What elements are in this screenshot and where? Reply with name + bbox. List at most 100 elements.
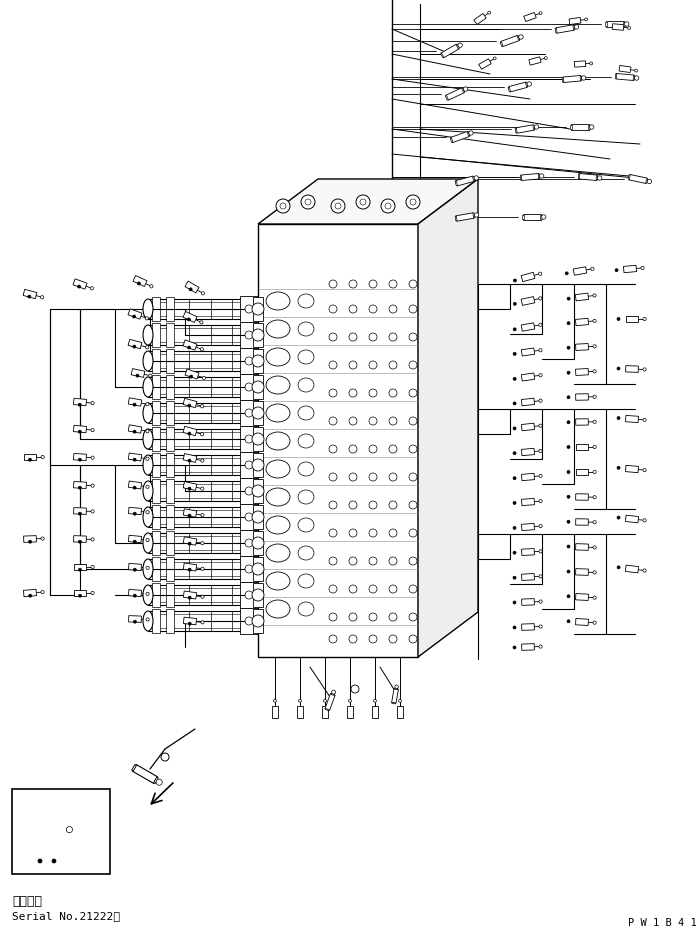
Circle shape bbox=[635, 70, 638, 73]
Polygon shape bbox=[522, 216, 523, 220]
Circle shape bbox=[647, 180, 651, 184]
Circle shape bbox=[567, 595, 570, 598]
Polygon shape bbox=[628, 175, 647, 184]
Polygon shape bbox=[576, 619, 588, 626]
Circle shape bbox=[252, 460, 264, 472]
Bar bbox=[148, 377, 258, 398]
Bar bbox=[152, 349, 160, 374]
Circle shape bbox=[329, 502, 337, 510]
Bar bbox=[166, 531, 174, 555]
Circle shape bbox=[369, 614, 377, 621]
Polygon shape bbox=[626, 465, 638, 473]
Polygon shape bbox=[397, 706, 403, 717]
Ellipse shape bbox=[143, 455, 153, 476]
Bar bbox=[152, 453, 160, 477]
Polygon shape bbox=[520, 176, 522, 181]
Circle shape bbox=[146, 458, 149, 461]
Bar bbox=[166, 375, 174, 400]
Circle shape bbox=[245, 436, 253, 443]
Circle shape bbox=[567, 421, 570, 425]
Polygon shape bbox=[24, 536, 36, 543]
Circle shape bbox=[360, 200, 366, 206]
Circle shape bbox=[539, 349, 542, 352]
Circle shape bbox=[527, 83, 532, 87]
Circle shape bbox=[145, 430, 149, 433]
Circle shape bbox=[329, 474, 337, 481]
Circle shape bbox=[79, 513, 81, 515]
Polygon shape bbox=[183, 312, 197, 324]
Circle shape bbox=[513, 477, 516, 480]
Polygon shape bbox=[521, 349, 535, 357]
Circle shape bbox=[29, 459, 31, 462]
Polygon shape bbox=[606, 22, 624, 28]
Circle shape bbox=[593, 421, 596, 424]
Circle shape bbox=[567, 521, 570, 524]
Bar bbox=[152, 609, 160, 633]
Bar bbox=[148, 611, 258, 631]
Circle shape bbox=[133, 540, 136, 543]
Circle shape bbox=[409, 362, 417, 370]
Polygon shape bbox=[626, 416, 638, 423]
Circle shape bbox=[369, 389, 377, 398]
Polygon shape bbox=[624, 266, 637, 273]
Polygon shape bbox=[521, 599, 535, 605]
Bar bbox=[253, 375, 263, 400]
Text: P W 1 B 4 1 5: P W 1 B 4 1 5 bbox=[628, 917, 696, 927]
Circle shape bbox=[201, 292, 205, 296]
Ellipse shape bbox=[298, 603, 314, 616]
Circle shape bbox=[539, 13, 542, 16]
Circle shape bbox=[188, 488, 191, 490]
Circle shape bbox=[200, 488, 204, 490]
Circle shape bbox=[409, 529, 417, 538]
Circle shape bbox=[369, 557, 377, 565]
Circle shape bbox=[245, 565, 253, 574]
Circle shape bbox=[200, 405, 204, 409]
Circle shape bbox=[567, 471, 570, 474]
Circle shape bbox=[539, 174, 544, 179]
Bar bbox=[148, 325, 258, 346]
Circle shape bbox=[329, 585, 337, 593]
Circle shape bbox=[276, 200, 290, 214]
Circle shape bbox=[252, 590, 264, 602]
Circle shape bbox=[597, 177, 602, 181]
Polygon shape bbox=[521, 644, 535, 651]
Polygon shape bbox=[185, 282, 199, 294]
Bar bbox=[253, 453, 263, 477]
Circle shape bbox=[133, 346, 136, 349]
Circle shape bbox=[146, 539, 149, 542]
Ellipse shape bbox=[143, 429, 153, 450]
Circle shape bbox=[349, 529, 357, 538]
Circle shape bbox=[643, 318, 646, 322]
Circle shape bbox=[624, 23, 629, 27]
Circle shape bbox=[369, 281, 377, 288]
Polygon shape bbox=[322, 706, 328, 717]
Polygon shape bbox=[128, 453, 142, 462]
Polygon shape bbox=[132, 765, 158, 784]
Polygon shape bbox=[297, 706, 303, 717]
Circle shape bbox=[593, 320, 596, 324]
Circle shape bbox=[643, 469, 646, 472]
Polygon shape bbox=[576, 294, 589, 301]
Polygon shape bbox=[500, 43, 503, 47]
Circle shape bbox=[617, 467, 620, 470]
Polygon shape bbox=[184, 617, 196, 625]
Circle shape bbox=[409, 389, 417, 398]
Circle shape bbox=[79, 487, 81, 489]
Circle shape bbox=[389, 446, 397, 453]
Circle shape bbox=[245, 410, 253, 417]
Circle shape bbox=[593, 396, 596, 399]
Circle shape bbox=[474, 176, 479, 181]
Circle shape bbox=[91, 510, 94, 514]
Polygon shape bbox=[521, 374, 535, 382]
Polygon shape bbox=[576, 319, 589, 326]
Polygon shape bbox=[515, 129, 517, 133]
Polygon shape bbox=[74, 482, 86, 489]
Circle shape bbox=[188, 460, 191, 463]
Circle shape bbox=[305, 200, 311, 206]
Polygon shape bbox=[450, 139, 453, 143]
Circle shape bbox=[593, 295, 596, 298]
Circle shape bbox=[188, 514, 191, 517]
Circle shape bbox=[41, 456, 45, 459]
Circle shape bbox=[513, 427, 516, 430]
Polygon shape bbox=[579, 174, 597, 182]
